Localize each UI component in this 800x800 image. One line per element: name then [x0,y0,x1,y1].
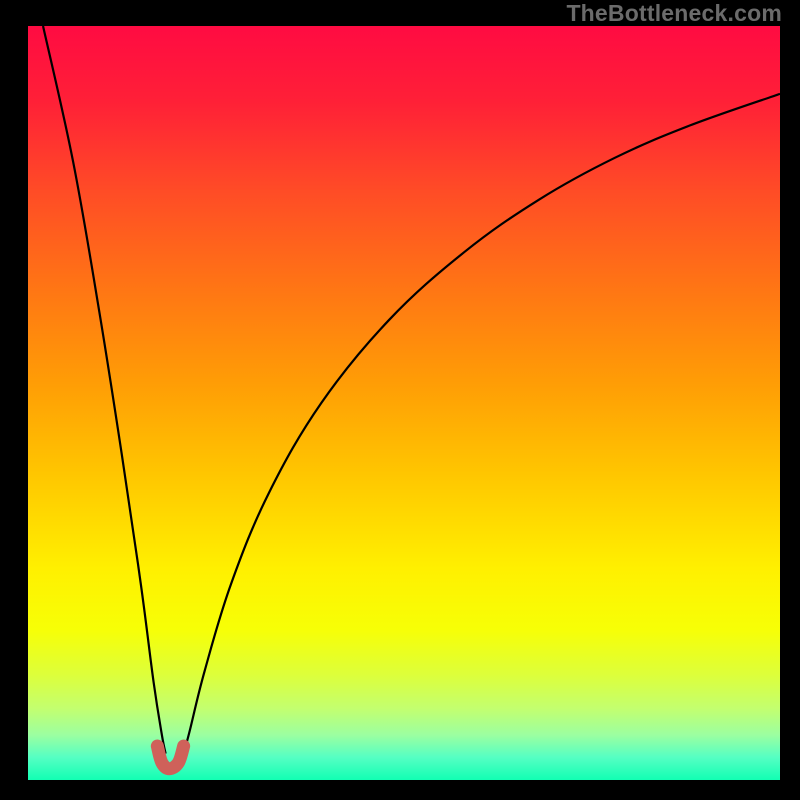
gradient-background [28,26,780,780]
chart-container: TheBottleneck.com [0,0,800,800]
watermark-text: TheBottleneck.com [566,0,782,27]
bottleneck-chart [0,0,800,800]
